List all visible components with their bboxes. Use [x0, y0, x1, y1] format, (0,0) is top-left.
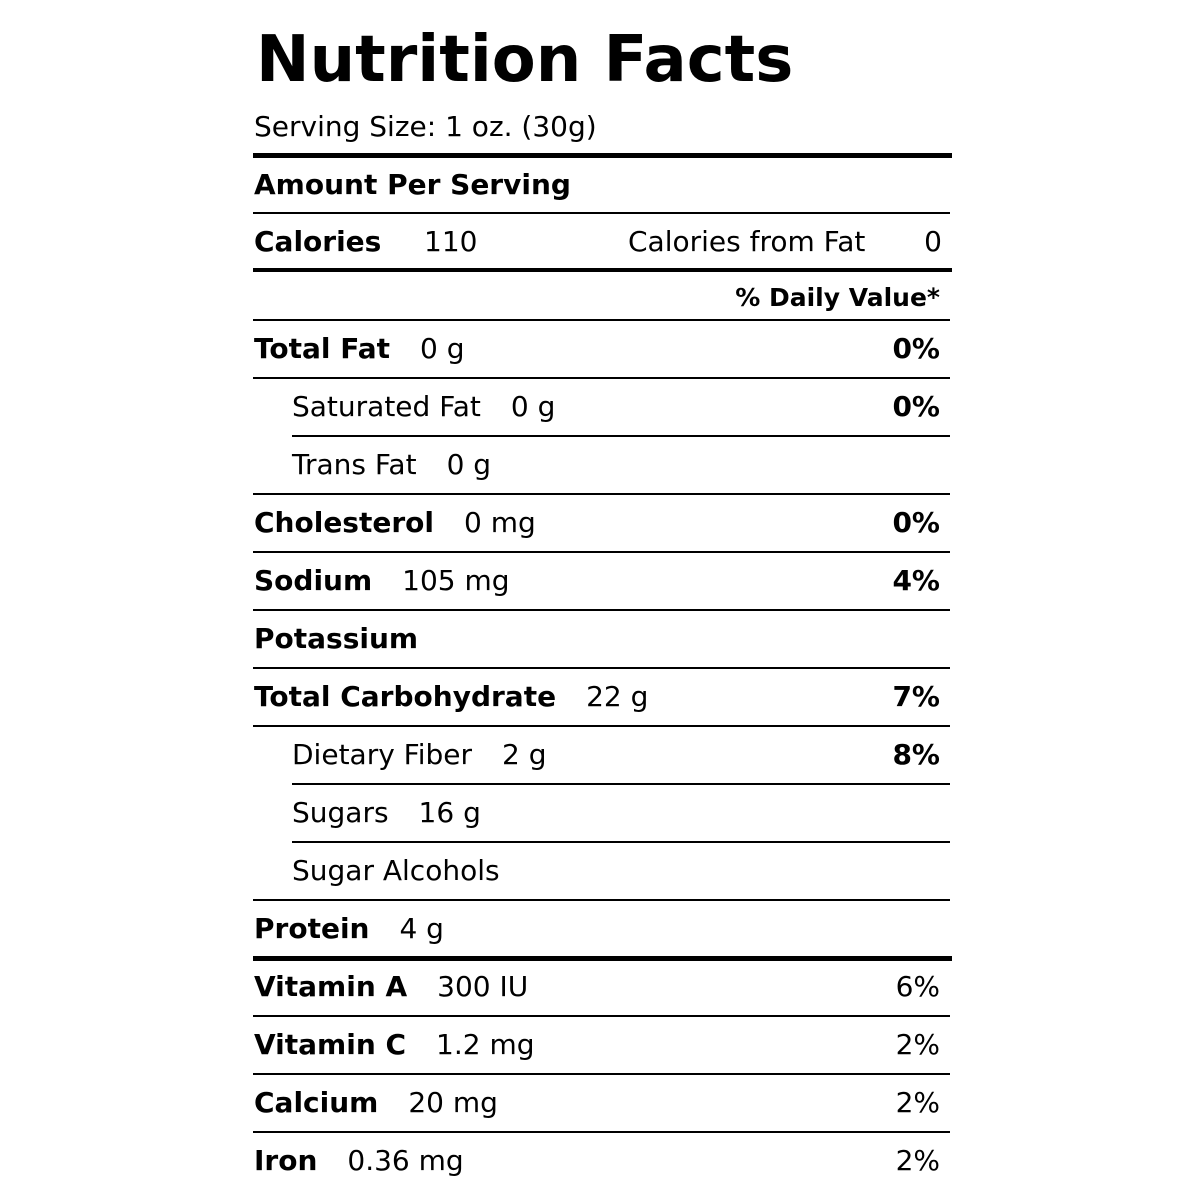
nutrient-amount: 16 g: [418, 796, 481, 829]
daily-value: 0%: [892, 506, 940, 539]
nutrient-name: Sugars: [292, 796, 389, 829]
nutrient-amount: 2 g: [502, 738, 547, 771]
rule: [253, 1131, 950, 1133]
nutrient-amount: 0 g: [420, 332, 465, 365]
nutrient-name: Vitamin A: [254, 970, 408, 1003]
nutrient-name: Potassium: [254, 622, 419, 655]
daily-value: 7%: [892, 680, 940, 713]
nutrient-name: Saturated Fat: [292, 390, 481, 423]
nutrient-amount: 300 IU: [437, 970, 529, 1003]
rule: [253, 1073, 950, 1075]
calories-from-fat-label: Calories from Fat: [628, 225, 866, 258]
nutrient-name: Calcium: [254, 1086, 379, 1119]
nutrient-name: Cholesterol: [254, 506, 434, 539]
amount-per-serving: Amount Per Serving: [254, 168, 571, 201]
nutrient-name: Trans Fat: [292, 448, 417, 481]
daily-value: 2%: [895, 1028, 940, 1061]
nutrient-amount: 4 g: [399, 912, 444, 945]
nutrient-amount: 0 g: [446, 448, 492, 481]
rule: [292, 841, 950, 843]
nutrient-name: Dietary Fiber: [292, 738, 473, 771]
rule: [253, 899, 950, 901]
nutrient-name: Sodium: [254, 564, 373, 597]
rule: [253, 212, 950, 214]
nutrient-name: Total Fat: [254, 332, 391, 365]
calories-value: 110: [424, 225, 478, 258]
nutrient-name: Protein: [254, 912, 370, 945]
rule: [253, 667, 950, 669]
nutrient-name: Iron: [254, 1144, 318, 1177]
rule: [253, 551, 950, 553]
serving-size: Serving Size: 1 oz. (30g): [254, 110, 597, 143]
nutrient-amount: 22 g: [586, 680, 649, 713]
rule: [253, 377, 950, 379]
rule: [253, 319, 950, 321]
thick-rule: [253, 956, 952, 961]
nutrient-amount: 20 mg: [408, 1086, 498, 1119]
daily-value: 0%: [892, 332, 940, 365]
calories-from-fat-value: 0: [924, 225, 942, 258]
calories-label: Calories: [254, 225, 382, 258]
nutrient-amount: 0 g: [510, 390, 556, 423]
daily-value: 2%: [895, 1086, 940, 1119]
daily-value: 8%: [892, 738, 940, 771]
nutrient-amount: 1.2 mg: [436, 1028, 535, 1061]
rule: [253, 725, 950, 727]
daily-value: 0%: [892, 390, 940, 423]
rule: [292, 783, 950, 785]
daily-value-header: % Daily Value*: [735, 283, 940, 312]
daily-value: 2%: [895, 1144, 940, 1177]
title: Nutrition Facts: [256, 23, 794, 97]
thick-rule: [253, 153, 952, 158]
nutrient-name: Sugar Alcohols: [292, 854, 500, 887]
nutrient-amount: 105 mg: [402, 564, 510, 597]
nutrient-amount: 0 mg: [463, 506, 536, 539]
nutrient-name: Vitamin C: [254, 1028, 407, 1061]
nutrient-amount: 0.36 mg: [347, 1144, 464, 1177]
rule: [253, 493, 950, 495]
daily-value: 4%: [892, 564, 940, 597]
rule: [292, 435, 950, 437]
rule: [253, 1015, 950, 1017]
daily-value: 6%: [895, 970, 940, 1003]
nutrient-name: Total Carbohydrate: [254, 680, 557, 713]
thick-rule: [253, 268, 952, 272]
rule: [253, 609, 950, 611]
